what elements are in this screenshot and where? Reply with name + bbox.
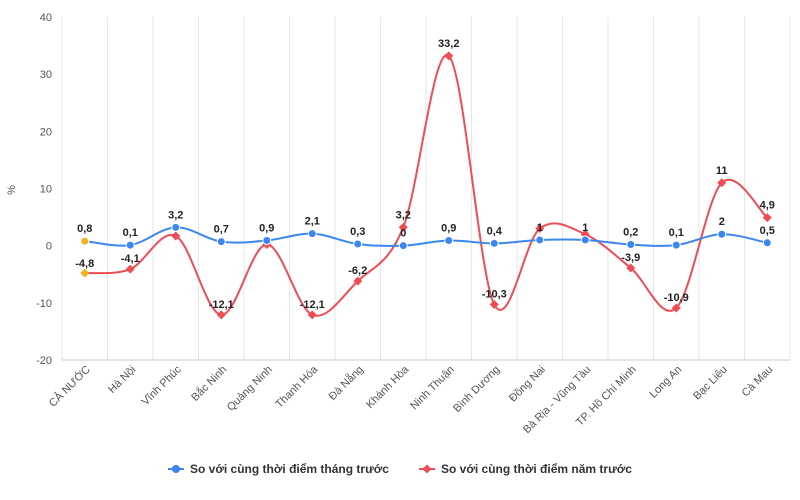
data-label: 0,9 xyxy=(441,223,456,235)
x-tick-label: Long An xyxy=(647,364,684,401)
series-lines xyxy=(84,54,768,317)
legend-label-year: So với cùng thời điểm năm trước xyxy=(440,462,632,476)
data-label: 1 xyxy=(537,222,543,234)
data-label: -12,1 xyxy=(300,299,325,311)
data-label: 0,4 xyxy=(487,225,503,237)
x-tick-label: CẢ NƯỚC xyxy=(46,363,93,410)
x-tick-label: Vĩnh Phúc xyxy=(139,363,184,408)
data-point xyxy=(671,240,681,250)
data-point xyxy=(626,263,636,273)
series-line xyxy=(84,226,768,247)
data-label: 0,1 xyxy=(123,227,138,239)
data-point xyxy=(125,240,135,250)
legend-label-month: So với cùng thời điểm tháng trước xyxy=(190,462,389,476)
data-point xyxy=(626,240,636,250)
legend-swatch-year xyxy=(418,464,435,474)
data-point xyxy=(262,236,272,246)
legend: So với cùng thời điểm tháng trước So với… xyxy=(0,462,800,476)
data-point xyxy=(171,231,181,241)
data-point xyxy=(398,222,408,232)
y-tick-label: 40 xyxy=(40,12,52,24)
data-label: 0,5 xyxy=(760,225,775,237)
data-label: -6,2 xyxy=(348,265,367,277)
data-point xyxy=(307,229,317,239)
data-point xyxy=(80,268,90,278)
series-line xyxy=(84,54,768,317)
data-label: 0,3 xyxy=(350,226,365,238)
x-tick-label: Cà Mau xyxy=(740,364,776,400)
data-point xyxy=(125,264,135,274)
data-point xyxy=(762,238,772,248)
x-tick-label: Quảng Ninh xyxy=(225,364,275,414)
data-label: -4,1 xyxy=(121,253,140,265)
x-tick-label: Đồng Nai xyxy=(507,364,548,405)
data-label: 0,1 xyxy=(669,227,684,239)
data-point xyxy=(489,300,499,310)
x-tick-label: Bình Dương xyxy=(451,364,502,415)
data-label: -10,3 xyxy=(482,289,507,301)
data-point xyxy=(444,236,454,246)
x-tick-label: Bắc Ninh xyxy=(189,363,230,404)
legend-item-year[interactable]: So với cùng thời điểm năm trước xyxy=(418,462,632,476)
data-label: 0,7 xyxy=(214,224,229,236)
data-label: 0,8 xyxy=(77,223,92,235)
data-label: 11 xyxy=(716,165,728,177)
data-label: -3,9 xyxy=(621,252,640,264)
data-point xyxy=(717,178,727,188)
data-point xyxy=(307,310,317,320)
data-label: 3,2 xyxy=(168,209,183,221)
data-label: 2 xyxy=(719,216,725,228)
y-tick-label: -20 xyxy=(36,355,52,367)
data-label: -12,1 xyxy=(209,299,234,311)
data-label: 1 xyxy=(582,222,588,234)
data-label: -4,8 xyxy=(75,258,94,270)
data-point xyxy=(80,236,90,246)
data-label: 0,9 xyxy=(259,223,274,235)
y-tick-label: 10 xyxy=(40,184,52,196)
x-tick-label: Ninh Thuận xyxy=(408,364,457,413)
data-point xyxy=(671,303,681,313)
data-point xyxy=(489,238,499,248)
y-axis: 40 30 20 10 0 -10 -20 xyxy=(36,12,52,367)
data-point xyxy=(580,235,590,245)
data-label: 0 xyxy=(400,228,406,240)
y-axis-label: % xyxy=(6,185,18,195)
legend-swatch-month xyxy=(168,464,185,474)
x-tick-label: Thanh Hóa xyxy=(273,363,321,411)
data-label: 3,2 xyxy=(396,209,411,221)
data-point xyxy=(353,276,363,286)
data-point xyxy=(717,229,727,239)
data-label: 2,1 xyxy=(305,216,320,228)
data-label: 0,2 xyxy=(623,227,638,239)
legend-item-month[interactable]: So với cùng thời điểm tháng trước xyxy=(168,462,389,476)
data-point xyxy=(762,213,772,223)
x-tick-label: Đà Nẵng xyxy=(326,363,366,403)
x-tick-label: Khánh Hòa xyxy=(364,363,412,411)
data-point xyxy=(535,235,545,245)
data-label: -10,9 xyxy=(664,292,689,304)
data-point xyxy=(444,51,454,61)
data-point xyxy=(171,222,181,232)
y-tick-label: 30 xyxy=(40,69,52,81)
grid-lines xyxy=(61,17,791,361)
y-tick-label: 0 xyxy=(46,241,52,253)
data-point xyxy=(216,310,226,320)
data-label: 33,2 xyxy=(438,38,459,50)
series-markers xyxy=(80,51,772,320)
data-labels: 0,8 0,13,20,7 0,92,10,3 0 0,9 0,4 1 1 0,2 0,120,5… xyxy=(75,38,775,311)
data-label: 4,9 xyxy=(760,200,775,212)
x-tick-label: Bạc Liêu xyxy=(691,364,730,403)
data-point xyxy=(353,239,363,249)
y-tick-label: -10 xyxy=(36,298,52,310)
data-point xyxy=(535,224,545,234)
y-tick-label: 20 xyxy=(40,126,52,138)
data-point xyxy=(216,237,226,247)
x-tick-label: Hà Nội xyxy=(106,364,138,396)
data-point xyxy=(398,241,408,251)
